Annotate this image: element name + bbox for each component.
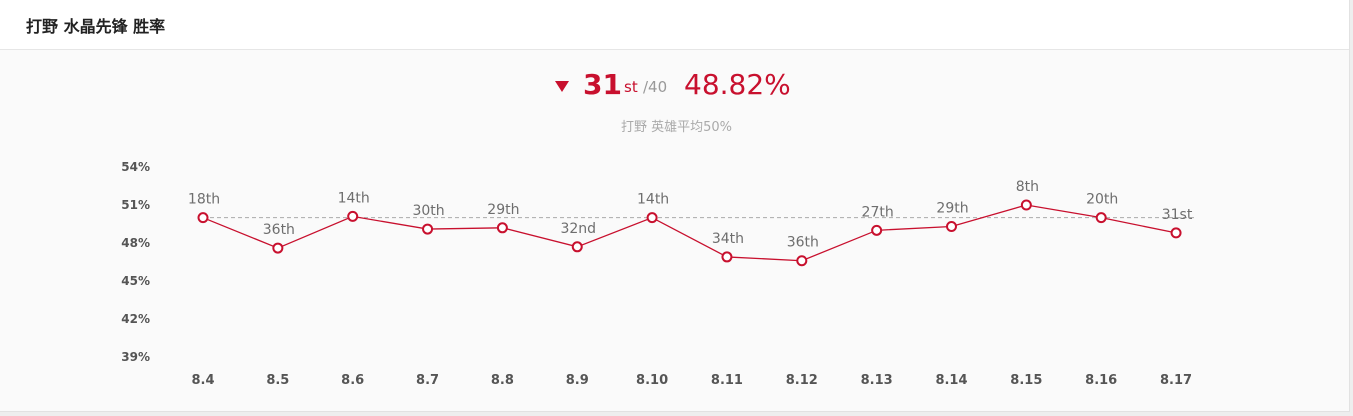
data-point (1020, 199, 1032, 211)
data-point (496, 222, 508, 234)
rank-label: 32nd (560, 221, 596, 237)
x-tick-label: 8.13 (861, 373, 893, 388)
rank-label: 29th (487, 202, 519, 218)
y-tick-label: 51% (121, 198, 150, 212)
rank-label: 14th (338, 190, 370, 206)
y-tick-label: 48% (121, 236, 150, 250)
rank-label: 18th (188, 192, 220, 208)
x-tick-label: 8.15 (1010, 373, 1042, 388)
rank-label: 36th (787, 235, 819, 251)
x-tick-label: 8.5 (266, 373, 289, 388)
data-point (347, 210, 359, 222)
x-tick-label: 8.6 (341, 373, 364, 388)
x-tick-label: 8.10 (636, 373, 668, 388)
rank-label: 8th (1016, 179, 1039, 195)
rank-label: 20th (1086, 192, 1118, 208)
rank-suffix: st (624, 78, 638, 96)
rank-total: /40 (643, 78, 668, 96)
y-tick-label: 39% (121, 350, 150, 364)
x-tick-label: 8.14 (935, 373, 967, 388)
x-tick-label: 8.9 (566, 373, 589, 388)
data-point (272, 242, 284, 254)
average-note: 打野 英雄平均50% (620, 120, 733, 135)
rank-number: 31 (583, 68, 622, 101)
data-point (1170, 227, 1182, 239)
x-tick-label: 8.8 (491, 373, 514, 388)
rank-label: 29th (936, 201, 968, 217)
data-point (1095, 212, 1107, 224)
rank-label: 36th (263, 222, 295, 238)
data-point (946, 221, 957, 233)
data-point (646, 212, 658, 224)
data-point (571, 241, 583, 253)
win-rate-value: 48.82% (684, 68, 791, 101)
x-tick-label: 8.11 (711, 373, 743, 388)
data-point (197, 212, 209, 224)
rank-label: 27th (862, 204, 894, 220)
rank-summary: 31 st /40 48.82% (0, 66, 1349, 106)
rank-label: 34th (712, 231, 744, 247)
data-point (422, 223, 434, 235)
x-tick-label: 8.7 (416, 373, 439, 388)
card-title: 打野 水晶先锋 胜率 (26, 17, 166, 36)
data-point (796, 255, 808, 267)
rank-label: 31st (1162, 207, 1193, 223)
trend-down-icon (555, 81, 569, 92)
data-point (871, 224, 883, 236)
series-line (202, 204, 1177, 262)
x-tick-label: 8.4 (191, 373, 214, 388)
rank-label: 14th (637, 192, 669, 208)
card-header: 打野 水晶先锋 胜率 (0, 0, 1349, 50)
x-tick-label: 8.12 (786, 373, 818, 388)
x-tick-label: 8.16 (1085, 373, 1117, 388)
data-point (721, 251, 733, 263)
y-tick-label: 54% (121, 160, 150, 174)
y-tick-label: 45% (121, 274, 150, 288)
rank-label: 30th (412, 203, 444, 219)
y-tick-label: 42% (121, 312, 150, 326)
x-tick-label: 8.17 (1160, 373, 1192, 388)
